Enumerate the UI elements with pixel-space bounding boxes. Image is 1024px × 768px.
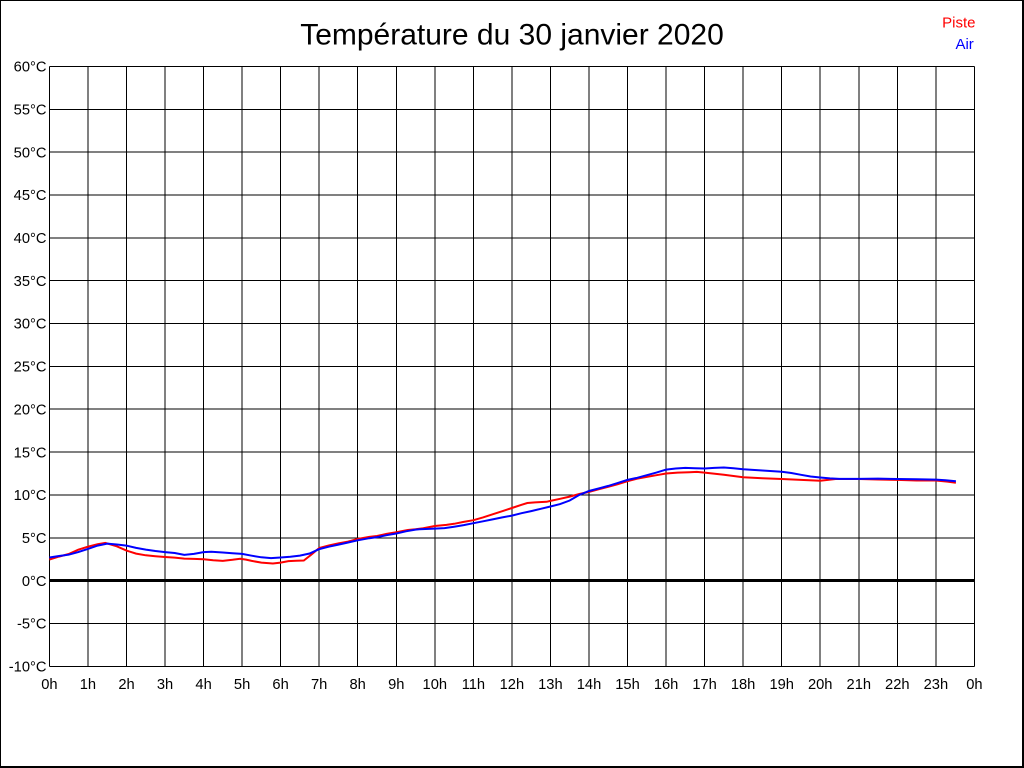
svg-text:21h: 21h	[847, 677, 872, 693]
svg-text:Air: Air	[955, 36, 973, 53]
svg-text:-10°C: -10°C	[9, 660, 47, 676]
svg-text:3h: 3h	[157, 677, 173, 693]
svg-text:15h: 15h	[615, 677, 640, 693]
svg-text:5h: 5h	[234, 677, 250, 693]
svg-text:10h: 10h	[423, 677, 448, 693]
svg-text:9h: 9h	[388, 677, 404, 693]
svg-text:7h: 7h	[311, 677, 327, 693]
svg-text:20h: 20h	[808, 677, 833, 693]
svg-text:30°C: 30°C	[14, 317, 47, 333]
svg-text:14h: 14h	[577, 677, 602, 693]
svg-text:-5°C: -5°C	[17, 617, 47, 633]
svg-text:2h: 2h	[118, 677, 134, 693]
svg-text:23h: 23h	[924, 677, 949, 693]
svg-text:18h: 18h	[731, 677, 756, 693]
svg-text:1h: 1h	[80, 677, 96, 693]
svg-text:60°C: 60°C	[14, 60, 47, 76]
svg-text:22h: 22h	[885, 677, 910, 693]
svg-text:8h: 8h	[350, 677, 366, 693]
svg-text:40°C: 40°C	[14, 231, 47, 247]
svg-text:19h: 19h	[769, 677, 794, 693]
svg-text:20°C: 20°C	[14, 402, 47, 418]
svg-text:10°C: 10°C	[14, 488, 47, 504]
svg-text:17h: 17h	[692, 677, 717, 693]
svg-text:50°C: 50°C	[14, 145, 47, 161]
svg-text:15°C: 15°C	[14, 445, 47, 461]
svg-text:0h: 0h	[41, 677, 57, 693]
svg-text:16h: 16h	[654, 677, 679, 693]
svg-text:Piste: Piste	[942, 14, 975, 31]
svg-text:5°C: 5°C	[22, 531, 47, 547]
svg-text:11h: 11h	[462, 677, 485, 693]
svg-text:35°C: 35°C	[14, 274, 47, 290]
svg-text:6h: 6h	[272, 677, 288, 693]
svg-text:45°C: 45°C	[14, 188, 47, 204]
svg-text:0h: 0h	[966, 677, 982, 693]
svg-text:0°C: 0°C	[22, 574, 47, 590]
svg-text:4h: 4h	[195, 677, 211, 693]
svg-text:25°C: 25°C	[14, 360, 47, 376]
svg-text:13h: 13h	[538, 677, 563, 693]
svg-text:12h: 12h	[500, 677, 525, 693]
svg-text:55°C: 55°C	[14, 103, 47, 119]
svg-text:Température du 30 janvier 2020: Température du 30 janvier 2020	[300, 19, 724, 52]
